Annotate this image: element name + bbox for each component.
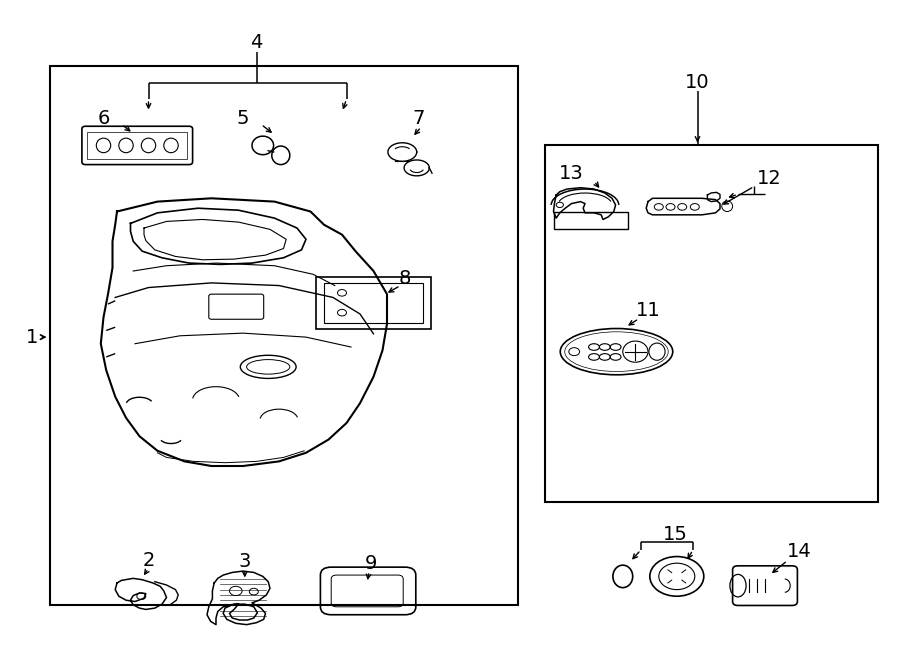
Text: 9: 9 (364, 554, 377, 572)
Bar (50, 66, 518, 605)
Text: 2: 2 (142, 551, 155, 570)
Text: 1: 1 (25, 328, 38, 346)
Text: 14: 14 (787, 543, 812, 561)
Text: 15: 15 (662, 525, 688, 543)
Text: 5: 5 (237, 110, 249, 128)
Text: 6: 6 (97, 110, 110, 128)
Text: 7: 7 (412, 110, 425, 128)
Text: 10: 10 (685, 73, 710, 92)
Text: 8: 8 (399, 270, 411, 288)
Text: 11: 11 (635, 301, 661, 320)
Text: 3: 3 (238, 553, 251, 571)
Text: 4: 4 (250, 34, 263, 52)
Bar (544, 145, 878, 502)
Text: 12: 12 (757, 169, 782, 188)
Text: 13: 13 (559, 164, 584, 182)
